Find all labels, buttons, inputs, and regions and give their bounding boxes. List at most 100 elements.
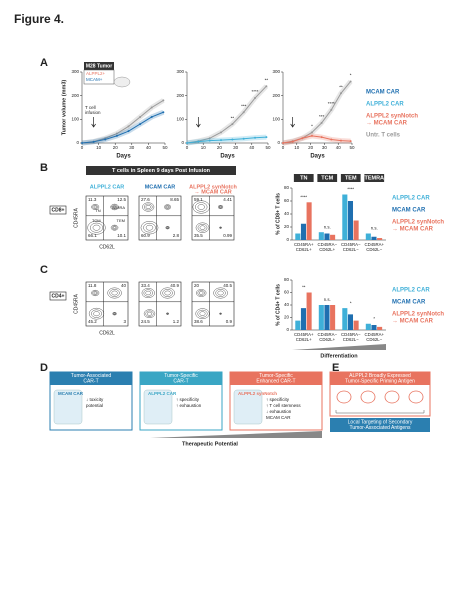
- bar: [365, 323, 371, 330]
- significance: **: [265, 77, 269, 82]
- point: [150, 106, 153, 109]
- concept-note: MCAM CAR: [266, 415, 291, 420]
- x-tick-label: CD62L+: [319, 247, 335, 252]
- inset-antigen: MCAM+: [86, 77, 103, 82]
- density-contour: [218, 205, 224, 209]
- point: [242, 111, 245, 114]
- point: [254, 136, 257, 139]
- density-contour: [143, 222, 156, 233]
- point: [92, 140, 95, 143]
- inset-box: [84, 62, 114, 70]
- y-tick-label: 0: [286, 237, 289, 242]
- density-contour: [196, 289, 207, 297]
- cell-sketch: [143, 389, 173, 425]
- x-tick-label: 10: [96, 145, 102, 150]
- significance: ****: [347, 187, 354, 192]
- concept-note: ↑ exhaustion: [176, 403, 202, 408]
- x-tick-label: 0: [186, 145, 189, 150]
- density-contour: [109, 289, 120, 297]
- quadrant-value: 33.4: [141, 283, 150, 288]
- bar: [371, 325, 377, 330]
- density-contour: [113, 312, 117, 315]
- density-contour: [219, 313, 222, 315]
- x-tick-label: 20: [217, 145, 223, 150]
- organ-icon: [336, 390, 352, 404]
- density-contour: [91, 289, 100, 297]
- y-tick-label: 20: [284, 315, 290, 320]
- density-contour: [219, 312, 222, 315]
- quadrant-value: 10.1: [117, 233, 126, 238]
- car-label: MCAM CAR: [58, 391, 84, 396]
- bar: [347, 201, 354, 240]
- group-header-label: TCM: [321, 175, 333, 181]
- line: [282, 135, 351, 144]
- bar: [342, 194, 348, 240]
- bar: [330, 234, 336, 240]
- legend-label: Untr. T cells: [366, 133, 401, 139]
- point: [339, 92, 342, 95]
- legend-label: ALPPL2 synNotch: [366, 114, 418, 120]
- concept-footer: [330, 418, 430, 432]
- bar: [377, 238, 383, 240]
- quadrant-value: 24.5: [141, 319, 150, 324]
- x-tick-label: 30: [129, 145, 135, 150]
- bar: [330, 305, 336, 330]
- y-tick-label: 200: [176, 93, 184, 98]
- legend-label: ALPPL2 CAR: [366, 102, 404, 108]
- x-tick-label: 10: [201, 145, 207, 150]
- y-tick-label: 0: [76, 140, 79, 145]
- density-contour: [92, 290, 99, 296]
- line: [186, 136, 267, 144]
- point: [127, 125, 130, 128]
- significance: *: [311, 124, 313, 129]
- density-contour: [143, 289, 153, 297]
- concept-title: Tumor-Associated: [71, 373, 112, 379]
- x-axis-label: Days: [116, 154, 131, 160]
- x-tick-label: 0: [282, 145, 285, 150]
- quadrant-value: 27.6: [141, 197, 150, 202]
- flow-plot: [191, 195, 235, 241]
- infusion-label: T cell: [85, 105, 96, 110]
- density-contour: [166, 312, 169, 315]
- axis-label: CD62L: [99, 330, 115, 336]
- concept-note: ↑ specificity: [176, 397, 200, 402]
- significance: *: [350, 73, 352, 78]
- point: [139, 115, 142, 118]
- point: [310, 134, 313, 137]
- quadrant-value: 35.5: [194, 233, 203, 238]
- density-contour: [110, 203, 119, 211]
- density-contour: [199, 291, 204, 295]
- figure-title: Figure 4.: [14, 12, 64, 26]
- point: [162, 111, 165, 114]
- density-contour: [195, 308, 210, 320]
- concept-title: Tumor-Specific Priming Antigen: [345, 378, 415, 384]
- concept-title: Enhanced CAR-T: [256, 378, 295, 384]
- x-tick-label: 30: [322, 145, 328, 150]
- mouse: [113, 76, 131, 88]
- density-contour: [93, 311, 100, 317]
- y-axis-label: Tumor volume (mm3): [61, 80, 67, 136]
- density-contour: [92, 224, 101, 231]
- gate-label: CD8+: [52, 207, 65, 213]
- concept-title: Tumor-Specific: [164, 373, 198, 379]
- header-bar: [86, 166, 236, 175]
- legend-label: MCAM CAR: [392, 208, 426, 214]
- x-tick-label: CD45RA+: [365, 242, 385, 247]
- inset-antigen: ALPPL2+: [86, 71, 106, 76]
- group-header-label: TEMRA: [364, 175, 384, 181]
- inset-frame: [83, 69, 115, 85]
- y-tick-label: 0: [277, 140, 280, 145]
- flow-plot: [191, 281, 235, 327]
- flow-plot: [85, 195, 129, 241]
- legend-label: ALPPL2 CAR: [392, 288, 430, 294]
- y-tick-label: 200: [71, 93, 79, 98]
- bar: [300, 308, 307, 330]
- density-contour: [195, 222, 210, 233]
- point: [186, 142, 188, 144]
- quadrant-name: TCM: [92, 218, 101, 223]
- significance: **: [302, 285, 306, 290]
- density-contour: [111, 204, 118, 210]
- y-tick-label: 40: [284, 211, 290, 216]
- legend-label: MCAM CAR: [392, 300, 426, 306]
- legend-label: → MCAM CAR: [392, 227, 434, 233]
